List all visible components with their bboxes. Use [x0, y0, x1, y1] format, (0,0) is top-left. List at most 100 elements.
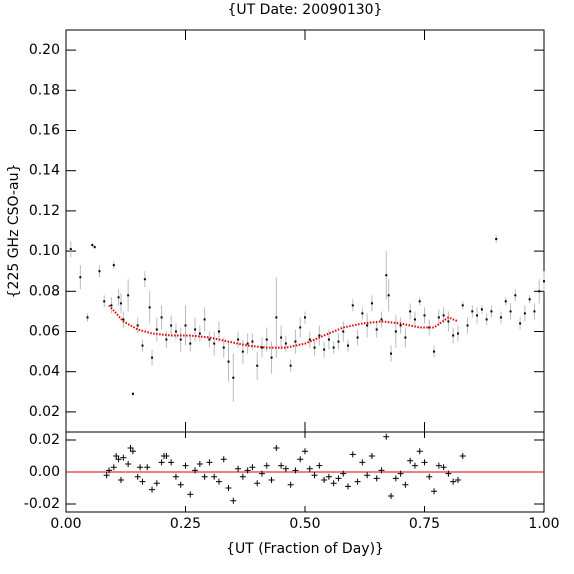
data-point [280, 336, 283, 339]
residual-point [201, 473, 208, 480]
data-point [103, 300, 106, 303]
residual-point [115, 456, 122, 463]
data-point [370, 302, 373, 305]
residual-point [287, 481, 294, 488]
data-point [387, 294, 390, 297]
residual-point [330, 480, 337, 487]
residual-point [192, 467, 199, 474]
residual-point [182, 462, 189, 469]
residual-point [431, 488, 438, 495]
data-point [342, 330, 345, 333]
data-point [461, 304, 464, 307]
plot-frame [65, 29, 545, 433]
residual-point [258, 470, 265, 477]
x-tick-label: 0.00 [50, 516, 81, 532]
data-point [380, 318, 383, 321]
residual-point [117, 477, 124, 483]
x-tick-label: 0.50 [289, 516, 320, 532]
residual-point [187, 491, 194, 498]
residual-point [120, 454, 127, 461]
data-point [399, 324, 402, 327]
data-point [304, 316, 306, 319]
data-point [499, 316, 502, 319]
residual-point [459, 453, 466, 459]
x-tick-label: 0.25 [170, 516, 201, 532]
residual-point [297, 456, 304, 463]
data-point [385, 274, 388, 277]
residual-point [416, 448, 423, 455]
data-point [179, 338, 182, 341]
residual-point [311, 472, 318, 479]
y-tick-label: 0.10 [29, 243, 60, 259]
x-tick-label: 0.75 [409, 516, 440, 532]
residual-point [273, 445, 280, 451]
residual-point [239, 473, 246, 480]
residual-point [244, 467, 251, 474]
data-point [237, 338, 240, 341]
data-point [327, 338, 330, 341]
data-point [122, 318, 125, 321]
data-point [86, 316, 89, 319]
data-point [91, 244, 94, 247]
data-point [112, 264, 115, 267]
data-point [110, 304, 113, 307]
data-point [351, 304, 354, 307]
data-point [284, 342, 287, 345]
data-point [308, 338, 311, 341]
residual-point [378, 467, 385, 474]
residual-point [383, 433, 390, 440]
data-point [270, 356, 273, 359]
y-tick-label: 0.14 [29, 163, 60, 179]
data-point [490, 310, 493, 313]
residual-point [254, 480, 261, 487]
x-axis-label: {UT (Fraction of Day)} [226, 541, 384, 557]
residual-point [325, 473, 332, 480]
residual-point [397, 470, 404, 477]
residual-point [144, 464, 151, 471]
data-point [208, 338, 211, 341]
data-point [423, 314, 426, 317]
residual-point [103, 472, 110, 479]
residual-point [134, 473, 141, 480]
data-point [509, 310, 512, 313]
residual-point [268, 477, 275, 483]
residual-point [388, 493, 395, 499]
data-point [69, 248, 72, 251]
data-point [480, 308, 483, 311]
data-point [256, 364, 259, 367]
data-point [299, 326, 302, 329]
y-tick-label: 0.00 [29, 464, 60, 480]
data-point [151, 356, 154, 359]
residual-point [125, 461, 132, 467]
data-point [409, 310, 412, 313]
data-point [337, 340, 340, 343]
residual-point [421, 459, 428, 466]
data-point [538, 290, 541, 293]
residual-point [426, 473, 433, 480]
data-point [98, 270, 101, 273]
residual-point [450, 478, 457, 485]
data-point [143, 278, 146, 281]
data-point [174, 330, 177, 333]
residual-point [335, 475, 342, 482]
residual-point [445, 470, 452, 477]
data-point [189, 342, 192, 345]
data-point [275, 316, 278, 319]
residual-point [368, 453, 375, 459]
data-point [471, 310, 474, 313]
y-axis-label: {225 GHz CSO-au} [6, 164, 22, 299]
data-point [428, 326, 431, 329]
data-point [131, 392, 134, 395]
residual-point [220, 456, 227, 463]
data-point [294, 340, 297, 343]
residual-point [392, 475, 399, 482]
residual-point [196, 461, 203, 467]
residual-point [177, 481, 184, 488]
residual-point [263, 462, 270, 469]
data-point [246, 342, 249, 345]
residual-point [321, 477, 328, 483]
residual-point [402, 481, 409, 488]
residual-point [278, 462, 285, 469]
data-point [476, 314, 479, 317]
